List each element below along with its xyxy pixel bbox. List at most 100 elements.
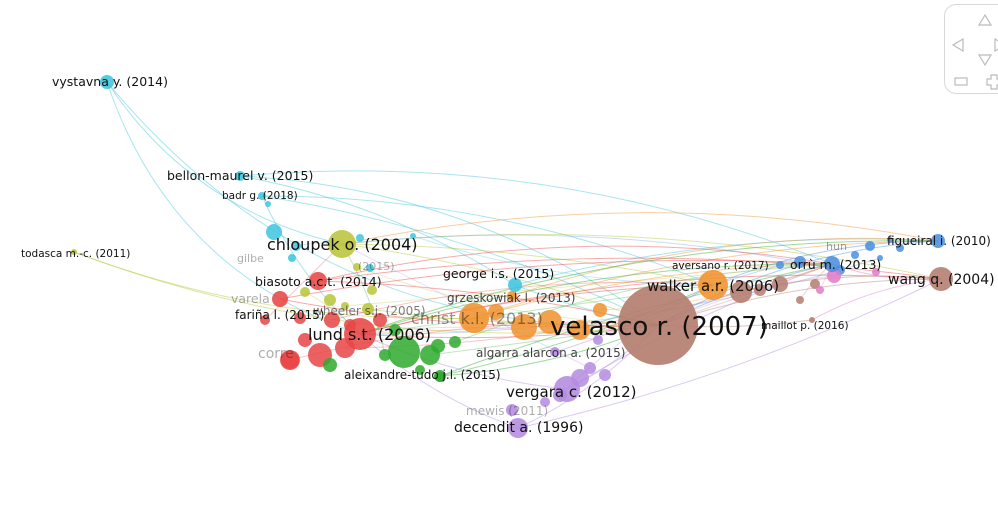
network-node[interactable]	[324, 294, 336, 306]
node-chloupek[interactable]	[328, 230, 356, 258]
node-label-walker[interactable]: walker a.r. (2006)	[647, 277, 779, 295]
network-node[interactable]	[291, 241, 301, 251]
node-label-grzeskowiak[interactable]: grzeskowiak l. (2013)	[447, 291, 575, 305]
node-label-hunter[interactable]: hun	[826, 240, 847, 253]
zoom-in-icon[interactable]	[986, 74, 998, 90]
network-node[interactable]	[389, 324, 401, 336]
network-node[interactable]	[449, 336, 461, 348]
node-velasco[interactable]	[618, 285, 698, 365]
arrow-up-icon[interactable]	[977, 13, 993, 26]
node-label-varela[interactable]: varela	[231, 291, 270, 306]
network-node[interactable]	[896, 244, 904, 252]
node-algarra[interactable]	[550, 347, 560, 357]
node-christ[interactable]	[459, 303, 489, 333]
network-node[interactable]	[538, 310, 562, 334]
node-label-pozo[interactable]: (2015)	[358, 260, 395, 273]
node-label-mewis[interactable]: mewis (2011)	[466, 404, 548, 418]
network-node[interactable]	[373, 313, 387, 327]
node-label-biasoto[interactable]: biasoto a.c.t. (2014)	[255, 274, 382, 289]
node-label-aversano[interactable]: aversano r. (2017)	[672, 260, 769, 272]
node-hunter[interactable]	[865, 241, 875, 251]
node-label-vystavna[interactable]: vystavna y. (2014)	[52, 74, 168, 89]
network-node[interactable]	[816, 286, 824, 294]
network-node[interactable]	[810, 279, 820, 289]
arrow-left-icon[interactable]	[951, 37, 964, 53]
node-maillot[interactable]	[809, 317, 815, 323]
node-label-farina[interactable]: fariña l. (2015)	[235, 308, 324, 322]
network-node[interactable]	[323, 358, 337, 372]
zoom-out-icon[interactable]	[954, 77, 968, 86]
node-lund[interactable]	[344, 318, 376, 350]
node-vergara[interactable]	[554, 376, 580, 402]
network-node[interactable]	[540, 397, 550, 407]
node-aleixandre[interactable]	[434, 370, 446, 382]
network-node[interactable]	[388, 336, 420, 368]
arrow-right-icon[interactable]	[994, 37, 998, 53]
network-node[interactable]	[772, 276, 788, 292]
node-label-chloupek[interactable]: chloupek o. (2004)	[267, 235, 418, 254]
network-node[interactable]	[260, 315, 270, 325]
node-gilbert[interactable]	[288, 254, 296, 262]
node-label-velasco[interactable]: velasco r. (2007)	[550, 312, 768, 342]
node-label-badr[interactable]: badr g. (2018)	[222, 190, 298, 202]
network-node[interactable]	[511, 314, 537, 340]
network-node[interactable]	[593, 335, 603, 345]
node-label-christ[interactable]: christ k.l. (2013)	[411, 309, 543, 328]
node-label-wheeler[interactable]: wheeler s.j. (2005)	[313, 304, 426, 318]
node-aversano[interactable]	[730, 281, 752, 303]
node-george[interactable]	[508, 278, 522, 292]
node-label-figueiral[interactable]: figueiral i. (2010)	[887, 234, 991, 248]
network-node[interactable]	[584, 362, 596, 374]
node-badr[interactable]	[258, 192, 266, 200]
network-node[interactable]	[341, 302, 349, 310]
node-label-correia[interactable]: corre	[258, 346, 294, 362]
network-node[interactable]	[827, 269, 841, 283]
node-figueiral[interactable]	[931, 234, 945, 248]
network-node[interactable]	[776, 261, 784, 269]
network-node[interactable]	[415, 365, 425, 375]
node-vystavna[interactable]	[100, 75, 114, 89]
network-node[interactable]	[877, 255, 883, 261]
node-orru[interactable]	[824, 256, 840, 272]
network-node[interactable]	[294, 312, 306, 324]
network-node[interactable]	[570, 320, 590, 340]
node-label-aleixandre[interactable]: aleixandre-tudo j.l. (2015)	[344, 368, 501, 382]
node-pozo[interactable]	[366, 264, 374, 272]
node-label-george[interactable]: george i.s. (2015)	[443, 266, 554, 281]
network-node[interactable]	[872, 268, 880, 276]
node-wheeler[interactable]	[362, 303, 374, 315]
network-node[interactable]	[379, 349, 391, 361]
network-node[interactable]	[356, 234, 364, 242]
network-node[interactable]	[796, 296, 804, 304]
network-node[interactable]	[324, 312, 340, 328]
node-biasoto[interactable]	[309, 272, 327, 290]
node-label-vergara[interactable]: vergara c. (2012)	[506, 383, 637, 401]
network-node[interactable]	[353, 263, 361, 271]
node-label-decendit[interactable]: decendit a. (1996)	[454, 420, 583, 436]
node-todasca[interactable]	[71, 249, 77, 255]
node-label-wang[interactable]: wang q. (2004)	[888, 272, 995, 288]
node-label-orru[interactable]: orrù m. (2013)	[790, 257, 881, 272]
network-node[interactable]	[298, 333, 312, 347]
node-correia[interactable]	[281, 351, 299, 369]
network-node[interactable]	[265, 201, 271, 207]
network-node[interactable]	[410, 233, 416, 239]
node-walker[interactable]	[698, 270, 728, 300]
node-bellon[interactable]	[235, 171, 245, 181]
node-label-gilbert[interactable]: gilbe	[237, 252, 264, 265]
node-decendit[interactable]	[508, 418, 528, 438]
node-farina[interactable]	[272, 291, 288, 307]
network-node[interactable]	[488, 304, 504, 320]
node-label-todasca[interactable]: todasca m.-c. (2011)	[21, 248, 130, 260]
network-node[interactable]	[266, 224, 282, 240]
node-label-algarra[interactable]: algarra alarcon a. (2015)	[476, 346, 625, 360]
node-label-bellon[interactable]: bellon-maurel v. (2015)	[167, 168, 313, 183]
network-node[interactable]	[367, 285, 377, 295]
node-mewis[interactable]	[506, 404, 518, 416]
node-wang[interactable]	[929, 267, 953, 291]
network-node[interactable]	[754, 284, 766, 296]
node-label-lund[interactable]: lund s.t. (2006)	[308, 325, 431, 344]
arrow-down-icon[interactable]	[977, 54, 993, 67]
network-node[interactable]	[593, 303, 607, 317]
